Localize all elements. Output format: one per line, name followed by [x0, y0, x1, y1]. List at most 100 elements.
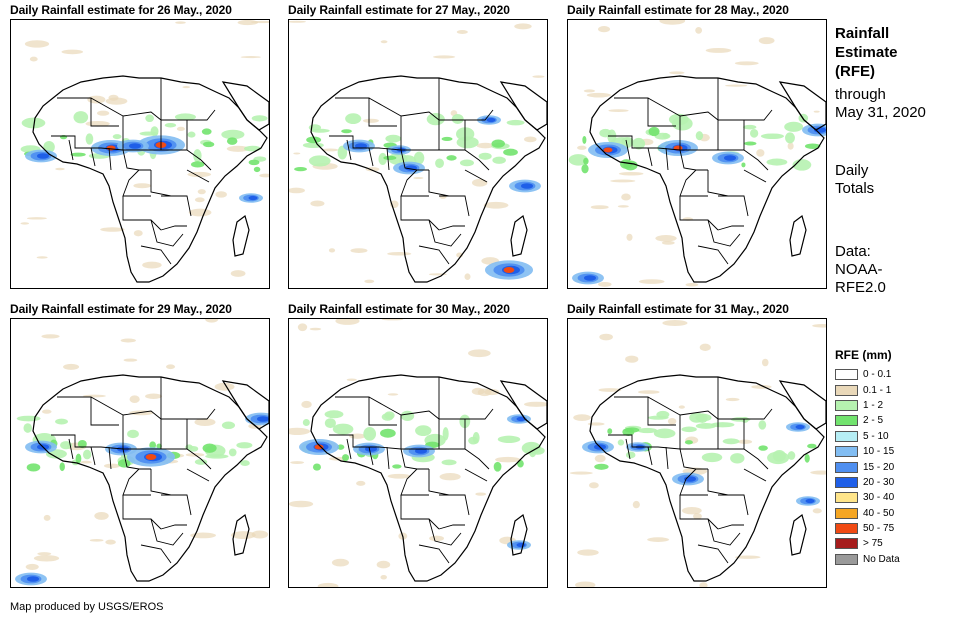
legend-swatch: [835, 369, 858, 381]
country-border: [368, 396, 402, 449]
country-border: [161, 195, 192, 217]
rainfall-area: [100, 227, 125, 232]
country-border: [335, 396, 397, 426]
rainfall-area: [608, 109, 629, 113]
country-border: [465, 109, 494, 121]
country-border: [57, 97, 119, 127]
source-line: Data:: [835, 243, 871, 260]
rainfall-area: [29, 56, 38, 62]
legend-swatch: [835, 399, 858, 411]
rainfall-area: [506, 119, 525, 126]
africa-map: [20, 20, 269, 283]
rainfall-area: [310, 128, 330, 133]
rainfall-area: [82, 449, 92, 460]
rainfall-area: [483, 201, 509, 209]
rainfall-area: [73, 111, 89, 124]
country-border: [679, 111, 719, 150]
country-border: [614, 396, 676, 426]
country-border: [438, 225, 465, 231]
country-border: [386, 446, 390, 470]
rainfall-area: [70, 152, 86, 157]
rainfall-area: [385, 134, 402, 143]
rainfall-area: [349, 433, 366, 439]
country-border: [160, 377, 188, 449]
rainfall-area: [594, 463, 609, 470]
rainfall-area: [85, 120, 110, 127]
rainfall-area: [475, 492, 487, 496]
rainfall-area: [356, 480, 366, 486]
rainfall-area: [471, 178, 488, 187]
rainfall-area: [725, 397, 740, 402]
madagascar-outline: [232, 214, 250, 257]
legend-swatch: [835, 415, 858, 427]
country-border: [717, 225, 744, 231]
legend-label: 0.1 - 1: [863, 384, 892, 396]
rainfall-area: [190, 532, 216, 539]
country-border: [122, 495, 162, 530]
panel-title: Daily Rainfall estimate for 30 May., 202…: [288, 302, 510, 316]
rainfall-area: [236, 442, 253, 449]
arabia-coastline: [778, 81, 826, 131]
rainfall-area: [662, 319, 688, 327]
rainfall-area: [314, 444, 324, 450]
country-border: [743, 169, 767, 183]
rainfall-area: [302, 418, 310, 426]
country-border: [718, 494, 749, 516]
country-border: [439, 149, 490, 171]
rainfall-area: [214, 382, 235, 391]
country-border: [400, 169, 429, 197]
country-border: [187, 109, 216, 121]
legend-label: 10 - 15: [863, 446, 895, 458]
rainfall-area: [25, 563, 39, 570]
africa-map: [568, 20, 826, 287]
rainfall-area: [321, 148, 339, 152]
rainfall-area: [521, 183, 533, 189]
rainfall-area: [477, 388, 492, 397]
rainfall-area: [632, 500, 640, 509]
rainfall-area: [221, 129, 245, 140]
country-border: [122, 169, 151, 197]
rainfall-area: [575, 581, 596, 587]
country-border: [707, 170, 742, 197]
rainfall-area: [685, 282, 699, 287]
rainfall-area: [623, 160, 638, 171]
rainfall-area: [695, 26, 703, 34]
arabia-coastline: [499, 81, 547, 131]
rainfall-area: [637, 427, 658, 434]
rainfall-area: [684, 440, 693, 445]
rainfall-area: [123, 358, 138, 362]
country-border: [697, 245, 729, 265]
country-border: [108, 446, 112, 470]
sidebar-period: Daily Totals: [835, 162, 874, 198]
country-border: [68, 438, 74, 460]
rainfall-area: [441, 136, 453, 141]
panel-title: Daily Rainfall estimate for 27 May., 202…: [288, 3, 510, 17]
country-border: [150, 219, 184, 247]
country-border: [329, 135, 439, 151]
country-border: [400, 448, 429, 470]
country-border: [57, 396, 119, 426]
country-border: [122, 410, 162, 449]
rainfall-map-28-may: [567, 19, 827, 289]
country-border: [68, 139, 74, 161]
country-border: [428, 170, 463, 197]
rainfall-area: [166, 364, 176, 370]
rainfall-area: [741, 162, 746, 168]
rainfall-area: [80, 460, 92, 464]
africa-map: [15, 319, 269, 586]
country-border: [122, 111, 162, 150]
rainfall-area: [120, 338, 136, 343]
rainfall-area: [476, 142, 495, 149]
rainfall-area: [625, 355, 639, 363]
rainfall-area: [594, 454, 606, 463]
rainfall-area: [478, 152, 492, 160]
rainfall-area: [610, 179, 636, 183]
madagascar-outline: [510, 513, 528, 556]
rainfall-area: [324, 410, 344, 419]
rainfall-area: [516, 416, 526, 422]
country-border: [329, 434, 439, 450]
country-border: [744, 109, 773, 121]
rainfall-area: [681, 426, 697, 433]
rainfall-area: [724, 155, 736, 161]
rainfall-area: [89, 539, 104, 542]
